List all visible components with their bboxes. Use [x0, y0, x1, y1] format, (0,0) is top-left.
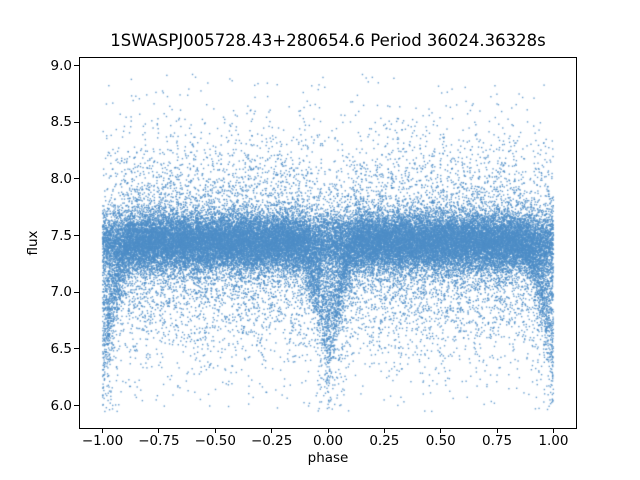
y-tick-mark [74, 405, 79, 407]
y-tick-label: 8.5 [50, 114, 72, 131]
scatter-canvas [80, 58, 576, 428]
y-tick-label: 8.0 [50, 170, 72, 187]
y-tick-label: 6.0 [50, 397, 72, 414]
x-tick-label: 0.75 [482, 433, 513, 449]
x-tick-mark [440, 428, 442, 433]
x-tick-mark [383, 428, 385, 433]
x-tick-label: −0.25 [250, 433, 293, 449]
y-tick-mark [74, 348, 79, 350]
y-tick-label: 7.0 [50, 284, 72, 301]
x-tick-mark [327, 428, 329, 433]
y-tick-mark [74, 121, 79, 123]
plot-area [79, 57, 577, 429]
x-tick-mark [271, 428, 273, 433]
x-tick-label: 0.50 [425, 433, 456, 449]
x-tick-mark [552, 428, 554, 433]
x-tick-mark [496, 428, 498, 433]
x-tick-label: 0.25 [369, 433, 400, 449]
y-tick-label: 7.5 [50, 227, 72, 244]
x-tick-label: 0.00 [312, 433, 344, 449]
y-tick-mark [74, 65, 79, 67]
y-tick-label: 6.5 [50, 340, 72, 357]
chart-title: 1SWASPJ005728.43+280654.6 Period 36024.3… [110, 31, 546, 50]
x-tick-label: −0.75 [138, 433, 180, 449]
y-tick-label: 9.0 [50, 57, 72, 74]
x-tick-label: −0.50 [194, 433, 236, 449]
x-axis-label: phase [307, 450, 349, 466]
x-tick-mark [102, 428, 104, 433]
y-tick-mark [74, 235, 79, 237]
x-tick-mark [214, 428, 216, 433]
y-tick-mark [74, 291, 79, 293]
x-tick-mark [158, 428, 160, 433]
y-tick-mark [74, 178, 79, 180]
x-tick-label: −1.00 [81, 433, 124, 449]
x-tick-label: 1.00 [538, 433, 569, 449]
